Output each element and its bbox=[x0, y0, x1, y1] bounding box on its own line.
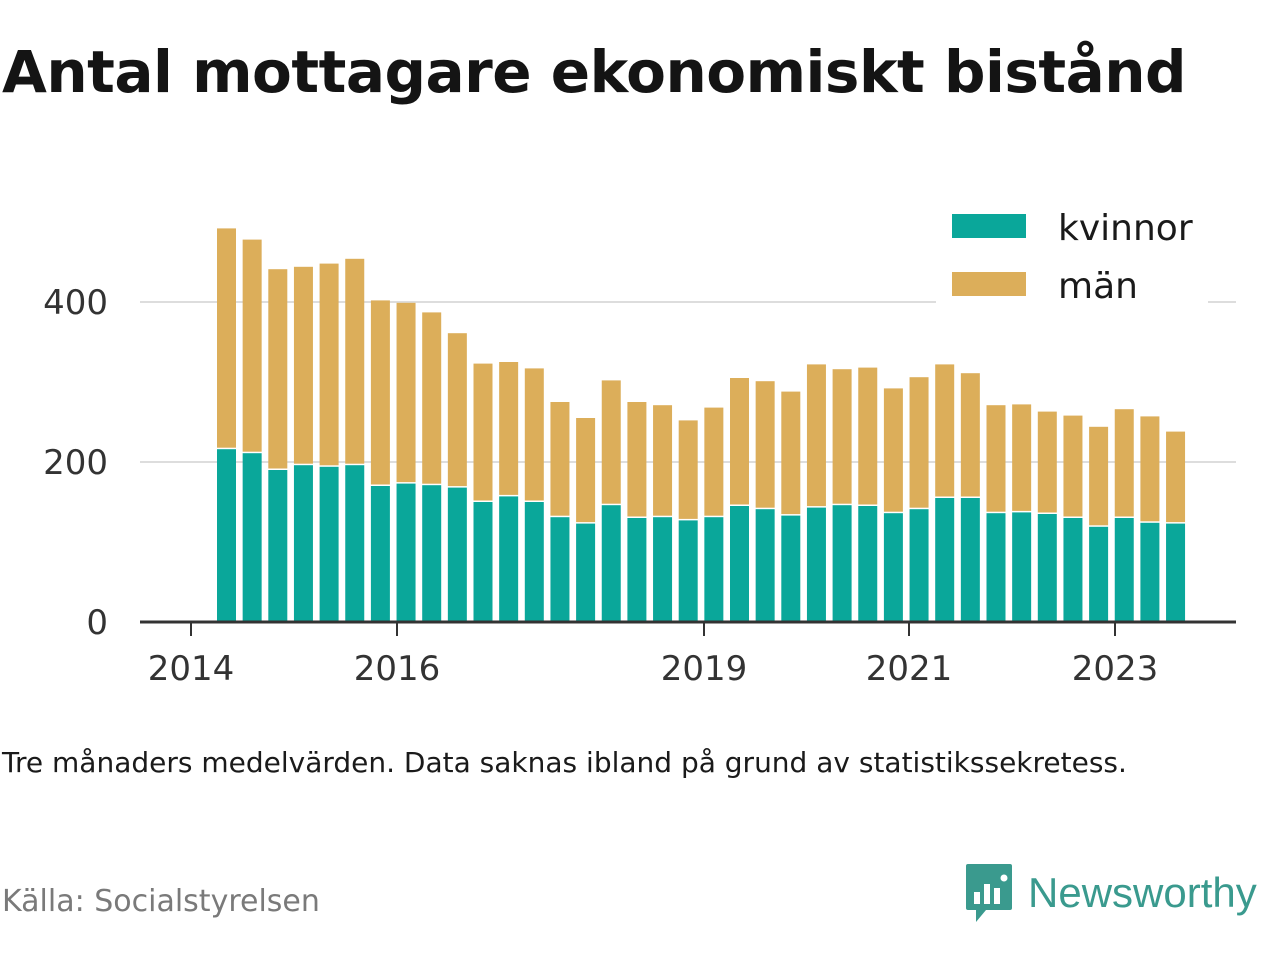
bar-kvinnor bbox=[319, 466, 339, 622]
newsworthy-logo-icon bbox=[966, 864, 1012, 922]
bar-man bbox=[1140, 416, 1160, 522]
newsworthy-logo: Newsworthy bbox=[964, 862, 1257, 924]
bar-man bbox=[858, 367, 878, 505]
chart-title: Antal mottagare ekonomiskt bistånd bbox=[2, 38, 1187, 106]
bar-kvinnor bbox=[678, 520, 698, 622]
bar-kvinnor bbox=[755, 509, 775, 622]
bar-man bbox=[396, 302, 416, 483]
bar-man bbox=[806, 364, 826, 507]
bar-kvinnor bbox=[935, 498, 955, 622]
bar-man bbox=[755, 381, 775, 508]
bar-man bbox=[730, 378, 749, 505]
bar-man bbox=[704, 407, 724, 516]
legend: kvinnor män bbox=[936, 200, 1208, 307]
bar-man bbox=[1012, 404, 1032, 511]
bar-man bbox=[986, 405, 1006, 512]
bar-kvinnor bbox=[883, 513, 903, 622]
bar-kvinnor bbox=[293, 465, 313, 622]
legend-swatch-man bbox=[952, 272, 1026, 296]
legend-label-kvinnor: kvinnor bbox=[1058, 208, 1193, 249]
bar-kvinnor bbox=[1166, 523, 1186, 622]
bar-man bbox=[576, 418, 596, 523]
bar-kvinnor bbox=[473, 502, 493, 622]
bar-man bbox=[832, 369, 852, 504]
bar-man bbox=[1089, 426, 1109, 526]
bar-kvinnor bbox=[1063, 518, 1083, 622]
bar-man bbox=[781, 391, 801, 515]
legend-label-man: män bbox=[1058, 266, 1138, 307]
bar-man bbox=[447, 333, 467, 487]
y-tick-label: 200 bbox=[43, 443, 108, 483]
bar-kvinnor bbox=[601, 505, 621, 622]
bar-man bbox=[1114, 409, 1134, 517]
bar-kvinnor bbox=[1140, 522, 1160, 622]
x-tick-label: 2016 bbox=[354, 649, 441, 689]
bar-man bbox=[422, 312, 442, 484]
bar-man bbox=[935, 364, 955, 497]
chart-note: Tre månaders medelvärden. Data saknas ib… bbox=[2, 746, 1127, 779]
bar-kvinnor bbox=[1114, 518, 1134, 622]
stacked-bar-chart: 0 200 400 2014 2016 2019 2021 2023 kvinnor män bbox=[43, 200, 1236, 689]
bar-kvinnor bbox=[627, 518, 647, 622]
bar-man bbox=[524, 368, 544, 501]
bar-kvinnor bbox=[960, 498, 980, 622]
bar-man bbox=[217, 228, 236, 448]
bar-kvinnor bbox=[576, 523, 596, 622]
bar-kvinnor bbox=[447, 487, 467, 622]
bar-kvinnor bbox=[858, 506, 878, 622]
bar-man bbox=[370, 300, 390, 485]
bars bbox=[217, 228, 1186, 622]
bar-kvinnor bbox=[268, 470, 288, 622]
bar-kvinnor bbox=[1012, 512, 1032, 622]
brand-name: Newsworthy bbox=[1028, 869, 1257, 916]
bar-kvinnor bbox=[524, 502, 544, 622]
bar-kvinnor bbox=[1037, 514, 1057, 622]
bar-man bbox=[499, 362, 519, 495]
bar-man bbox=[601, 380, 621, 504]
bar-kvinnor bbox=[806, 507, 826, 622]
bar-kvinnor bbox=[909, 509, 929, 622]
bar-man bbox=[678, 420, 698, 519]
bar-man bbox=[883, 388, 903, 512]
bar-man bbox=[1063, 415, 1083, 517]
x-tick-label: 2014 bbox=[148, 649, 235, 689]
x-tick-label: 2021 bbox=[866, 649, 953, 689]
bar-man bbox=[1037, 411, 1057, 513]
bar-kvinnor bbox=[217, 449, 236, 622]
bar-man bbox=[345, 258, 365, 464]
bar-man bbox=[268, 269, 288, 469]
bar-kvinnor bbox=[986, 513, 1006, 622]
bar-kvinnor bbox=[370, 486, 390, 622]
bar-man bbox=[1166, 431, 1186, 523]
bar-kvinnor bbox=[396, 483, 416, 622]
source-label: Källa: Socialstyrelsen bbox=[2, 884, 320, 919]
bar-man bbox=[473, 363, 493, 501]
x-tick-label: 2019 bbox=[661, 649, 748, 689]
bar-kvinnor bbox=[704, 517, 724, 622]
y-tick-label: 0 bbox=[86, 603, 108, 643]
y-axis: 0 200 400 bbox=[43, 283, 108, 643]
bar-man bbox=[242, 239, 262, 452]
bar-man bbox=[319, 263, 339, 466]
bar-man bbox=[550, 402, 570, 516]
bar-kvinnor bbox=[499, 496, 519, 622]
bar-man bbox=[627, 402, 647, 517]
bar-kvinnor bbox=[730, 506, 749, 622]
bar-man bbox=[653, 405, 673, 516]
bar-kvinnor bbox=[422, 485, 442, 622]
bar-man bbox=[909, 377, 929, 508]
bar-man bbox=[293, 266, 313, 464]
bar-kvinnor bbox=[550, 517, 570, 622]
bar-kvinnor bbox=[1089, 526, 1109, 622]
y-tick-label: 400 bbox=[43, 283, 108, 323]
bar-kvinnor bbox=[832, 505, 852, 622]
legend-swatch-kvinnor bbox=[952, 214, 1026, 238]
bar-kvinnor bbox=[653, 517, 673, 622]
x-tick-label: 2023 bbox=[1072, 649, 1159, 689]
bar-kvinnor bbox=[242, 453, 262, 622]
x-axis: 2014 2016 2019 2021 2023 bbox=[140, 620, 1236, 689]
bar-kvinnor bbox=[781, 515, 801, 622]
bar-kvinnor bbox=[345, 465, 365, 622]
bar-man bbox=[960, 373, 980, 497]
